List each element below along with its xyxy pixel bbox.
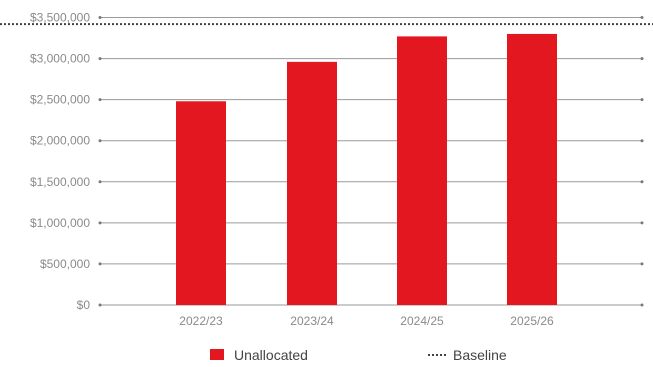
legend: Unallocated Baseline: [210, 347, 507, 363]
bar-2023-24: [287, 61, 337, 305]
gridline-end-dot: [640, 57, 644, 61]
gridline-end-dot: [640, 98, 644, 102]
y-tick-label: $1,500,000: [30, 175, 90, 189]
y-tick-label: $3,000,000: [30, 52, 90, 66]
gridline-end-dot: [98, 57, 102, 61]
bar-2024-25: [397, 36, 447, 306]
y-tick-label: $3,500,000: [30, 11, 90, 25]
x-tick-label: 2022/23: [179, 314, 223, 328]
gridline-end-dot: [640, 180, 644, 184]
y-tick-label: $2,500,000: [30, 93, 90, 107]
y-tick-label: $0: [77, 298, 91, 312]
x-tick-label: 2023/24: [290, 314, 334, 328]
x-tick-label: 2024/25: [400, 314, 444, 328]
y-tick-label: $500,000: [40, 257, 90, 271]
legend-label-unallocated: Unallocated: [234, 347, 308, 363]
gridline-end-dot: [640, 139, 644, 143]
gridline-end-dot: [98, 16, 102, 19]
y-tick-label: $1,000,000: [30, 216, 90, 230]
legend-swatch-unallocated: [210, 349, 224, 360]
gridline-end-dot: [98, 139, 102, 143]
y-tick-label: $2,000,000: [30, 134, 90, 148]
gridline-end-dot: [640, 16, 644, 19]
gridline-end-dot: [98, 303, 102, 307]
bar-2025-26: [507, 33, 557, 306]
gridline-end-dot: [640, 262, 644, 266]
gridline-end-dot: [98, 262, 102, 266]
legend-label-baseline: Baseline: [453, 347, 507, 363]
x-axis-tick-labels: 2022/23 2023/24 2024/25 2025/26: [179, 314, 554, 328]
y-axis-tick-labels: $0 $500,000 $1,000,000 $1,500,000 $2,000,000…: [30, 11, 90, 313]
gridline-end-dot: [640, 303, 644, 307]
x-tick-label: 2025/26: [510, 314, 554, 328]
gridline-end-dot: [640, 221, 644, 225]
gridline-end-dot: [98, 98, 102, 102]
gridline-end-dot: [98, 221, 102, 225]
bars: [176, 33, 557, 306]
gridline-end-dot: [98, 180, 102, 184]
bar-2022-23: [176, 101, 226, 306]
